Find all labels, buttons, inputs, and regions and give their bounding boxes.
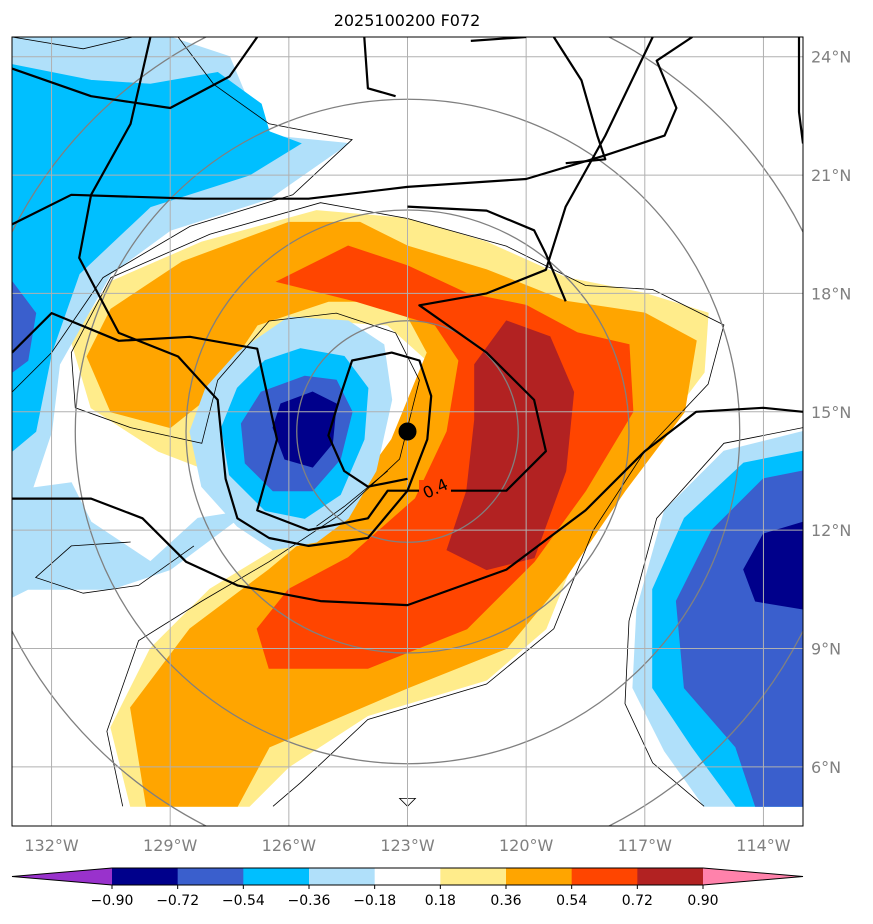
colorbar-segment xyxy=(571,868,638,885)
thin-contour-1 xyxy=(12,37,353,393)
grid-lines xyxy=(12,37,803,826)
x-tick-label: 114°W xyxy=(736,836,791,855)
y-tick-label: 9°N xyxy=(811,639,841,658)
filled-contours xyxy=(12,37,803,807)
thick-contour-4 xyxy=(407,205,567,302)
colorbar-segment xyxy=(309,868,376,885)
colorbar-extend-high xyxy=(703,868,803,885)
filled-region-15 xyxy=(743,521,803,610)
x-tick-label: 117°W xyxy=(618,836,673,855)
filled-region-10 xyxy=(12,280,37,373)
y-tick-label: 15°N xyxy=(811,403,851,422)
colorbar-tick-label: −0.72 xyxy=(156,893,199,909)
chart-title: 2025100200 F072 xyxy=(334,11,481,30)
contour-label-background xyxy=(419,480,451,500)
x-tick-labels: 132°W 129°W 126°W 123°W 120°W 117°W 114°W xyxy=(24,836,790,855)
colorbar-segment xyxy=(506,868,573,885)
thick-contour-5 xyxy=(470,37,527,42)
thick-contour-9 xyxy=(12,37,693,226)
x-tick-label: 120°W xyxy=(499,836,554,855)
colorbar-tick-label: 0.36 xyxy=(490,893,521,909)
colorbar-segment xyxy=(243,868,310,885)
colorbar-segment xyxy=(374,868,441,885)
thick-contour-2 xyxy=(363,37,396,98)
colorbar-tick-label: 0.72 xyxy=(622,893,653,909)
y-tick-label: 18°N xyxy=(811,284,851,303)
thick-contour-0 xyxy=(12,37,259,110)
y-tick-label: 12°N xyxy=(811,521,851,540)
thin-contour-7 xyxy=(316,470,388,527)
thin-contour-0 xyxy=(12,37,135,50)
colorbar-segment xyxy=(637,868,704,885)
colorbar-tick-label: −0.54 xyxy=(222,893,265,909)
x-tick-label: 132°W xyxy=(24,836,79,855)
thin-contour-2 xyxy=(34,541,195,594)
y-tick-label: 6°N xyxy=(811,758,841,777)
colorbar-extend-low xyxy=(12,868,112,885)
y-tick-label: 24°N xyxy=(811,48,851,67)
colorbar-tick-label: 0.90 xyxy=(687,893,718,909)
thick-contour-8 xyxy=(797,37,803,144)
thick-contour-6 xyxy=(12,406,803,607)
y-tick-labels: 24°N 21°N 18°N 15°N 12°N 9°N 6°N xyxy=(811,48,851,777)
colorbar-tick-label: −0.36 xyxy=(288,893,331,909)
colorbar-tick-label: 0.18 xyxy=(425,893,456,909)
map-plot-area: 0.4 xyxy=(12,37,803,826)
map-frame xyxy=(11,36,804,827)
thick-contour-1 xyxy=(78,37,433,548)
thin-contour-3 xyxy=(70,202,420,807)
filled-region-3 xyxy=(446,320,575,571)
thin-contour-5 xyxy=(624,427,803,807)
x-tick-label: 123°W xyxy=(380,836,435,855)
colorbar-segment xyxy=(177,868,244,885)
colorbar-tick-label: 0.54 xyxy=(556,893,587,909)
filled-region-9 xyxy=(12,64,302,452)
storm-center-marker xyxy=(398,422,417,441)
x-tick-label: 126°W xyxy=(262,836,317,855)
colorbar: −0.90 −0.72 −0.54 −0.36 −0.18 0.18 0.36 0.54 0.7… xyxy=(11,867,804,909)
x-tick-label: 129°W xyxy=(143,836,198,855)
colorbar-tick-label: −0.18 xyxy=(353,893,396,909)
y-tick-label: 21°N xyxy=(811,166,851,185)
colorbar-tick-label: −0.90 xyxy=(91,893,134,909)
colorbar-segment xyxy=(440,868,507,885)
colorbar-segment xyxy=(112,868,179,885)
